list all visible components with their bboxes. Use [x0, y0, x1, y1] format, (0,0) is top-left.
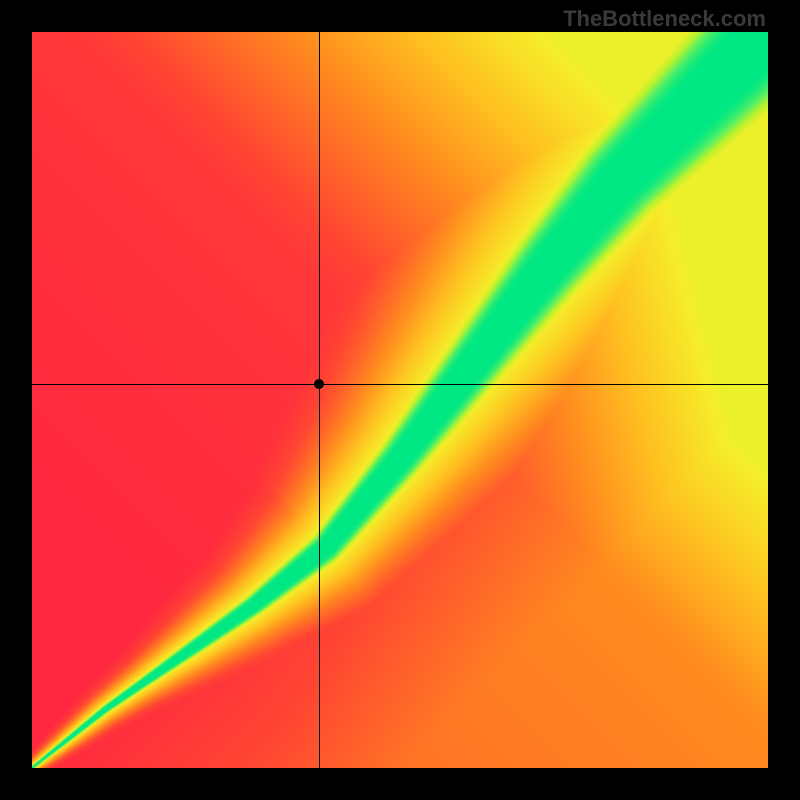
crosshair-marker [314, 379, 324, 389]
watermark-text: TheBottleneck.com [563, 6, 766, 32]
crosshair-horizontal [32, 384, 768, 385]
bottleneck-heatmap [32, 32, 768, 768]
crosshair-vertical [319, 32, 320, 768]
chart-container: TheBottleneck.com [0, 0, 800, 800]
